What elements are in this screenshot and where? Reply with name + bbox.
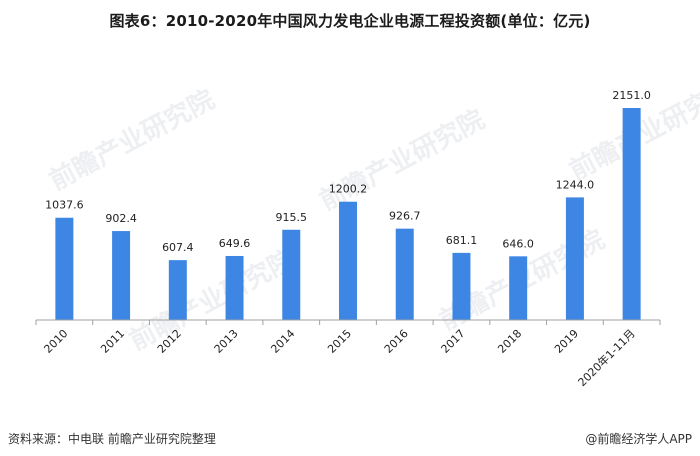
bar-value-label: 915.5 bbox=[276, 211, 308, 224]
category-label: 2020年1-11月 bbox=[575, 326, 638, 389]
bar bbox=[452, 252, 471, 320]
bar bbox=[339, 201, 357, 320]
bar-value-label: 2151.0 bbox=[612, 89, 651, 102]
category-label: 2019 bbox=[552, 327, 581, 356]
category-label: 2011 bbox=[98, 327, 127, 356]
bar bbox=[509, 256, 528, 320]
category-label: 2016 bbox=[382, 327, 411, 356]
bar-value-label: 1037.6 bbox=[45, 199, 84, 212]
brand-credit: @前瞻经济学人APP bbox=[585, 432, 692, 446]
category-label: 2013 bbox=[212, 327, 241, 356]
bar-value-label: 1244.0 bbox=[556, 178, 595, 191]
category-label: 2014 bbox=[268, 327, 297, 356]
bar-value-label: 926.7 bbox=[389, 210, 421, 223]
bar bbox=[55, 217, 74, 320]
tick-labels-group: 2010 2011 2012 2013 2014 2015 2016 2017 2018 2019… bbox=[41, 326, 637, 389]
bar bbox=[282, 229, 301, 320]
category-label: 2018 bbox=[495, 327, 524, 356]
bar bbox=[112, 231, 131, 320]
bar-value-label: 902.4 bbox=[105, 212, 137, 225]
chart-title: 图表6：2010-2020年中国风力发电企业电源工程投资额(单位：亿元) bbox=[109, 12, 591, 30]
category-label: 2010 bbox=[41, 327, 70, 356]
bar bbox=[395, 228, 414, 320]
bar-chart: 1037.6 902.4 607.4 649.6 915.5 1200.2 926.7 681… bbox=[35, 89, 661, 389]
value-labels-group: 1037.6 902.4 607.4 649.6 915.5 1200.2 926.7 681… bbox=[45, 89, 651, 254]
bar-value-label: 681.1 bbox=[446, 234, 478, 247]
bar bbox=[225, 255, 244, 320]
bar bbox=[168, 260, 187, 320]
bar-value-label: 607.4 bbox=[162, 241, 194, 254]
bar bbox=[565, 197, 584, 320]
bars-group bbox=[55, 108, 641, 320]
bar bbox=[622, 108, 641, 320]
bar-value-label: 646.0 bbox=[502, 237, 534, 250]
tick-marks-group bbox=[35, 320, 661, 325]
category-label: 2017 bbox=[439, 327, 468, 356]
bar-value-label: 649.6 bbox=[219, 237, 251, 250]
bar-value-label: 1200.2 bbox=[329, 183, 368, 196]
source-note: 资料来源：中电联 前瞻产业研究院整理 bbox=[8, 432, 216, 446]
category-label: 2012 bbox=[155, 327, 184, 356]
category-label: 2015 bbox=[325, 327, 354, 356]
